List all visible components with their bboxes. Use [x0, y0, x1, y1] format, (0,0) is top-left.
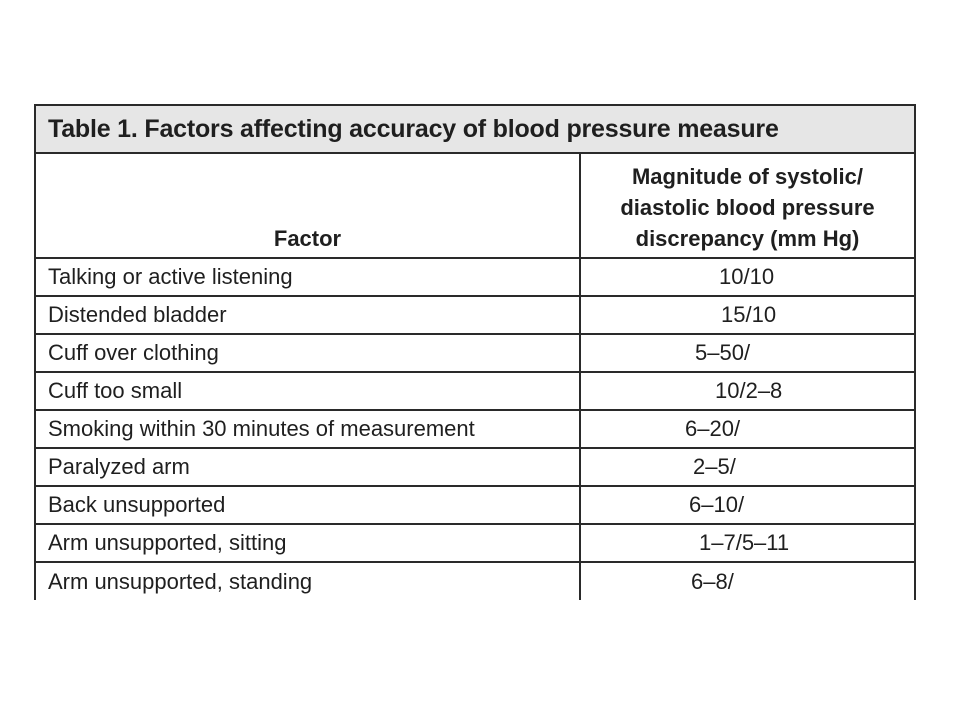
bp-factors-table: Table 1. Factors affecting accuracy of b… — [34, 104, 916, 600]
magnitude-header-line-3: discrepancy (mm Hg) — [635, 226, 860, 251]
magnitude-cell: 6–20/ — [580, 410, 914, 449]
magnitude-cell: 2–5/ — [580, 448, 914, 487]
table-row: Distended bladder 15/10 — [36, 296, 914, 335]
factor-cell: Back unsupported — [36, 486, 581, 525]
factors-grid: Factor Magnitude of systolic/ diastolic … — [36, 154, 914, 600]
table-row: Smoking within 30 minutes of measurement… — [36, 410, 914, 449]
table-row: Cuff too small 10/2–8 — [36, 372, 914, 411]
magnitude-header-line-2: diastolic blood pressure — [620, 195, 875, 220]
table-title: Table 1. Factors affecting accuracy of b… — [36, 106, 914, 154]
magnitude-cell: 15/10 — [580, 296, 914, 335]
factor-cell: Smoking within 30 minutes of measurement — [36, 410, 581, 449]
factor-column-header: Factor — [36, 154, 581, 259]
magnitude-cell: 6–8/ — [691, 568, 734, 594]
magnitude-header-line-1: Magnitude of systolic/ — [631, 164, 864, 189]
magnitude-column-header: Magnitude of systolic/ diastolic blood p… — [580, 154, 914, 259]
magnitude-cell: 10/2–8 — [580, 372, 914, 411]
magnitude-cell: 1–7/5–11 — [580, 524, 914, 563]
magnitude-cell: 5–50/ — [580, 334, 914, 373]
table-row: Back unsupported 6–10/ — [36, 486, 914, 525]
factor-cell: Talking or active listening — [36, 258, 581, 297]
factor-cell: Cuff over clothing — [36, 334, 581, 373]
factor-cell: Cuff too small — [36, 372, 581, 411]
magnitude-cell: 10/10 — [580, 258, 914, 297]
header-row: Factor Magnitude of systolic/ diastolic … — [36, 154, 914, 259]
factor-cell: Paralyzed arm — [36, 448, 581, 487]
table-row: Talking or active listening 10/10 — [36, 258, 914, 297]
table-row: Arm unsupported, standing 6–8/ — [36, 562, 914, 600]
factor-cell: Arm unsupported, sitting — [36, 524, 581, 563]
factor-cell: Distended bladder — [36, 296, 581, 335]
table-row: Cuff over clothing 5–50/ — [36, 334, 914, 373]
table-row: Arm unsupported, sitting 1–7/5–11 — [36, 524, 914, 563]
factor-cell: Arm unsupported, standing — [36, 562, 581, 600]
magnitude-cell: 6–10/ — [580, 486, 914, 525]
table-row: Paralyzed arm 2–5/ — [36, 448, 914, 487]
